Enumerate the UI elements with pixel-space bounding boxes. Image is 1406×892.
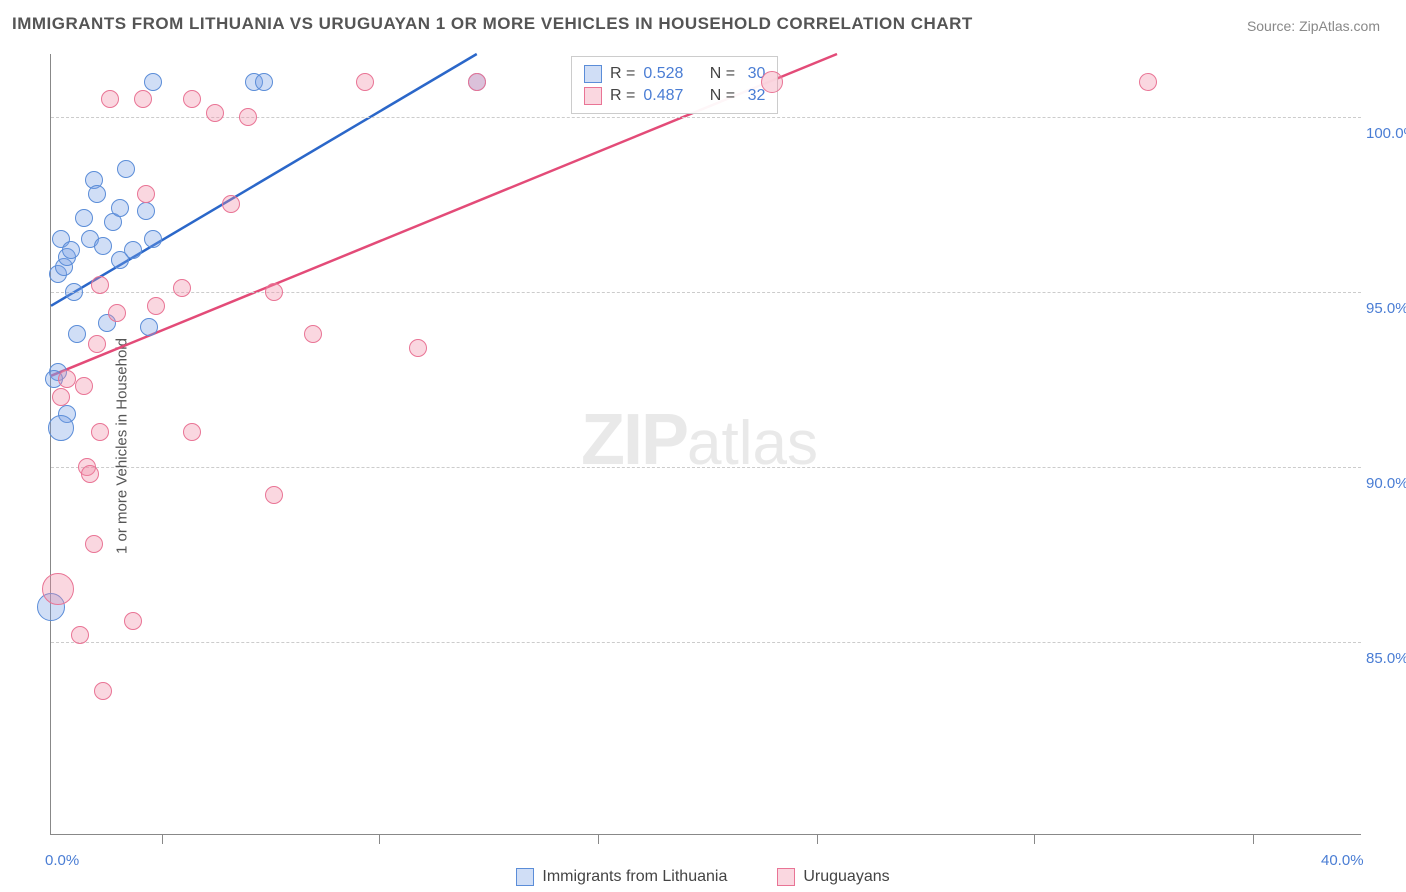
xtick-minor bbox=[162, 834, 163, 844]
scatter-point bbox=[183, 423, 201, 441]
R-label: R = bbox=[610, 65, 635, 83]
series-legend-label: Uruguayans bbox=[803, 868, 889, 886]
xtick-minor bbox=[1253, 834, 1254, 844]
scatter-point bbox=[68, 325, 86, 343]
scatter-point bbox=[91, 276, 109, 294]
xtick-minor bbox=[379, 834, 380, 844]
ytick-label: 95.0% bbox=[1366, 300, 1406, 317]
scatter-point bbox=[124, 612, 142, 630]
series-legend-item: Uruguayans bbox=[777, 868, 889, 886]
scatter-point bbox=[58, 370, 76, 388]
stats-legend-row: R =0.528 N = 30 bbox=[584, 63, 765, 85]
plot-area: ZIPatlas R =0.528 N = 30R =0.487 N = 32 … bbox=[50, 54, 1361, 835]
gridline-h bbox=[51, 292, 1361, 293]
scatter-point bbox=[304, 325, 322, 343]
scatter-point bbox=[42, 573, 74, 605]
scatter-point bbox=[75, 209, 93, 227]
scatter-point bbox=[468, 73, 486, 91]
ytick-label: 90.0% bbox=[1366, 475, 1406, 492]
scatter-point bbox=[265, 283, 283, 301]
scatter-point bbox=[111, 199, 129, 217]
scatter-point bbox=[88, 335, 106, 353]
N-label: N = bbox=[705, 87, 735, 105]
scatter-point bbox=[144, 230, 162, 248]
stats-legend: R =0.528 N = 30R =0.487 N = 32 bbox=[571, 56, 778, 114]
scatter-point bbox=[137, 202, 155, 220]
scatter-point bbox=[48, 415, 74, 441]
scatter-point bbox=[144, 73, 162, 91]
scatter-point bbox=[85, 535, 103, 553]
scatter-point bbox=[173, 279, 191, 297]
scatter-point bbox=[91, 423, 109, 441]
N-label: N = bbox=[705, 65, 735, 83]
gridline-h bbox=[51, 467, 1361, 468]
scatter-point bbox=[147, 297, 165, 315]
scatter-point bbox=[88, 185, 106, 203]
scatter-point bbox=[108, 304, 126, 322]
scatter-point bbox=[134, 90, 152, 108]
scatter-point bbox=[1139, 73, 1157, 91]
R-value: 0.487 bbox=[643, 87, 697, 105]
scatter-point bbox=[81, 465, 99, 483]
scatter-point bbox=[65, 283, 83, 301]
scatter-point bbox=[761, 71, 783, 93]
scatter-point bbox=[356, 73, 374, 91]
scatter-point bbox=[117, 160, 135, 178]
scatter-point bbox=[265, 486, 283, 504]
scatter-point bbox=[239, 108, 257, 126]
scatter-point bbox=[94, 237, 112, 255]
R-value: 0.528 bbox=[643, 65, 697, 83]
xtick-minor bbox=[1034, 834, 1035, 844]
source-label: Source: ZipAtlas.com bbox=[1247, 18, 1380, 34]
xtick-minor bbox=[598, 834, 599, 844]
R-label: R = bbox=[610, 87, 635, 105]
xtick-label: 0.0% bbox=[45, 852, 79, 869]
scatter-point bbox=[75, 377, 93, 395]
scatter-point bbox=[183, 90, 201, 108]
scatter-point bbox=[206, 104, 224, 122]
scatter-point bbox=[124, 241, 142, 259]
scatter-point bbox=[101, 90, 119, 108]
trend-lines-svg bbox=[51, 54, 1361, 834]
stats-legend-row: R = 0.487 N = 32 bbox=[584, 85, 765, 107]
legend-swatch bbox=[584, 87, 602, 105]
gridline-h bbox=[51, 642, 1361, 643]
N-value: 32 bbox=[743, 87, 765, 105]
scatter-point bbox=[52, 388, 70, 406]
scatter-point bbox=[62, 241, 80, 259]
scatter-point bbox=[94, 682, 112, 700]
legend-swatch bbox=[777, 868, 795, 886]
scatter-point bbox=[222, 195, 240, 213]
series-legend-label: Immigrants from Lithuania bbox=[542, 868, 727, 886]
legend-swatch bbox=[516, 868, 534, 886]
ytick-label: 100.0% bbox=[1366, 125, 1406, 142]
xtick-minor bbox=[817, 834, 818, 844]
scatter-point bbox=[137, 185, 155, 203]
scatter-point bbox=[409, 339, 427, 357]
scatter-point bbox=[140, 318, 158, 336]
legend-swatch bbox=[584, 65, 602, 83]
scatter-point bbox=[71, 626, 89, 644]
chart-title: IMMIGRANTS FROM LITHUANIA VS URUGUAYAN 1… bbox=[12, 14, 973, 34]
series-legend-item: Immigrants from Lithuania bbox=[516, 868, 727, 886]
scatter-point bbox=[255, 73, 273, 91]
ytick-label: 85.0% bbox=[1366, 650, 1406, 667]
series-legend: Immigrants from Lithuania Uruguayans bbox=[0, 868, 1406, 886]
xtick-label: 40.0% bbox=[1321, 852, 1364, 869]
